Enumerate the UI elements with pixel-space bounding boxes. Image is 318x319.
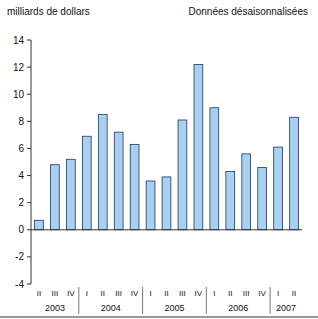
x-tick-label: II (164, 289, 168, 298)
y-tick-label: 12 (13, 62, 25, 73)
y-tick-label: 0 (18, 224, 24, 235)
bar (35, 220, 44, 229)
subtitle: Données désaisonnalisées (188, 6, 308, 17)
bar (194, 64, 203, 229)
x-tick-label: I (149, 289, 151, 298)
x-tick-label: III (243, 289, 250, 298)
x-tick-label: IV (131, 289, 139, 298)
y-axis (31, 40, 32, 284)
zero-line (31, 229, 302, 230)
x-tick-label: I (213, 289, 215, 298)
y-tick-label: 14 (13, 35, 25, 46)
year-label: 2005 (164, 303, 184, 313)
x-tick-label: II (37, 289, 41, 298)
bar (274, 147, 283, 230)
bar (290, 117, 299, 230)
y-tick (27, 121, 31, 122)
bar (162, 177, 171, 230)
y-tick-label: 10 (13, 89, 25, 100)
bar (258, 167, 267, 229)
bottom-rule (0, 317, 318, 318)
bar (146, 181, 155, 230)
y-tick-label: -2 (15, 251, 24, 262)
y-tick (27, 67, 31, 68)
bar (130, 144, 139, 229)
bar (114, 132, 123, 230)
x-tick-label: I (86, 289, 88, 298)
chart: milliards de dollars Données désaisonnali… (0, 0, 318, 319)
y-tick (27, 284, 31, 285)
bar (51, 165, 60, 230)
bar (82, 136, 91, 230)
y-tick-label: 2 (18, 197, 24, 208)
y-tick-label: -4 (15, 279, 24, 290)
y-tick-label: 4 (18, 170, 24, 181)
group-separator (78, 287, 79, 314)
x-tick-label: II (292, 289, 296, 298)
y-tick (27, 94, 31, 95)
x-tick-label: II (101, 289, 105, 298)
bar (242, 154, 251, 230)
group-separator (270, 287, 271, 314)
y-tick (27, 256, 31, 257)
x-tick-label: I (277, 289, 279, 298)
y-tick (27, 202, 31, 203)
x-tick-label: III (115, 289, 122, 298)
bar (178, 120, 187, 230)
group-separator (142, 287, 143, 314)
bar (226, 171, 235, 229)
y-tick (27, 229, 31, 230)
year-label: 2006 (228, 303, 248, 313)
bar (210, 108, 219, 230)
bar (98, 115, 107, 230)
x-tick-label: III (179, 289, 186, 298)
bar (66, 159, 75, 229)
year-label: 2004 (101, 303, 121, 313)
y-tick-label: 8 (18, 116, 24, 127)
bars (35, 64, 299, 229)
y-tick-label: 6 (18, 143, 24, 154)
x-tick-label: III (52, 289, 59, 298)
y-tick (27, 148, 31, 149)
x-tick-label: IV (258, 289, 266, 298)
year-label: 2007 (276, 303, 296, 313)
x-tick-label: II (228, 289, 232, 298)
y-tick (27, 175, 31, 176)
group-separator (206, 287, 207, 314)
y-axis-label: milliards de dollars (7, 6, 90, 17)
year-label: 2003 (45, 303, 65, 313)
x-tick-label: IV (195, 289, 203, 298)
x-tick-label: IV (67, 289, 75, 298)
y-tick (27, 40, 31, 41)
